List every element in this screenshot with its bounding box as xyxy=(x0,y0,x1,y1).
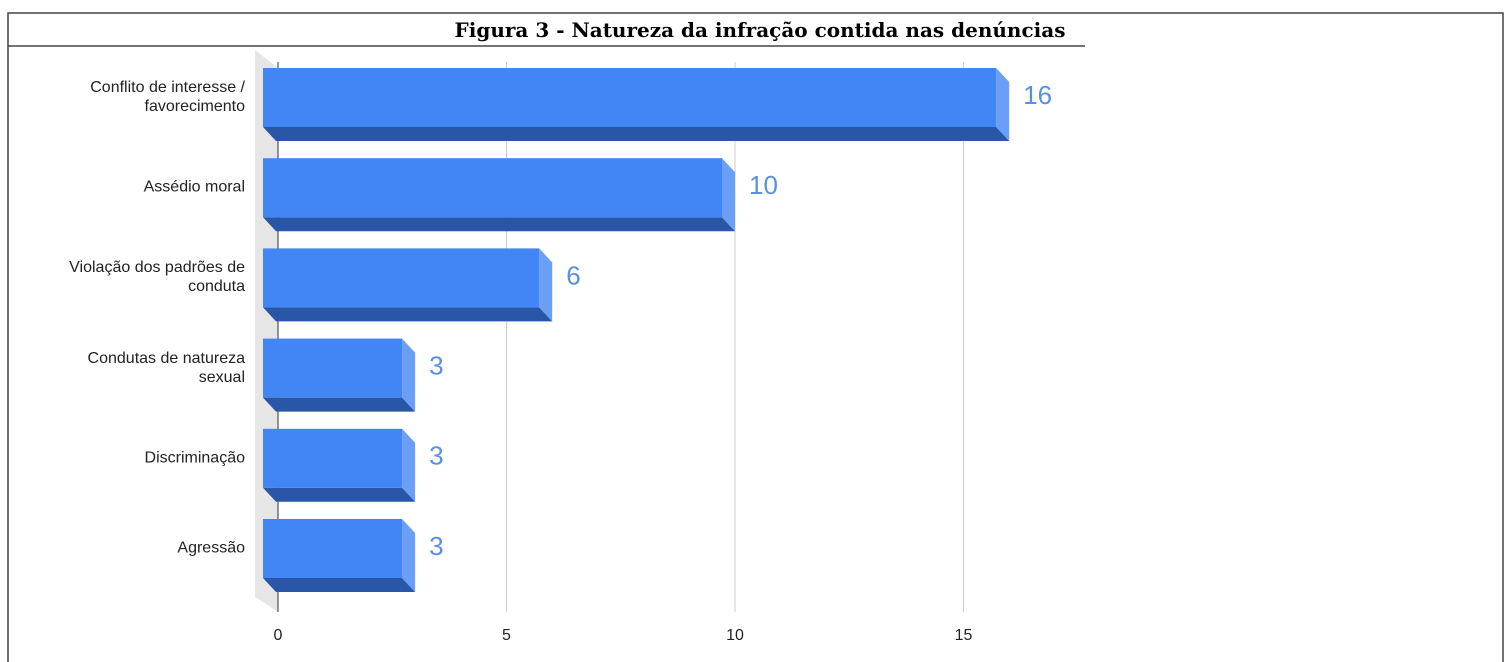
bar-side xyxy=(539,248,553,322)
bar xyxy=(263,158,735,232)
y-tick-label: Agressão xyxy=(177,539,245,557)
bar-front xyxy=(263,519,403,578)
bar-side xyxy=(402,338,416,412)
x-tick-label: 10 xyxy=(726,627,744,644)
bar-front xyxy=(263,338,403,398)
y-tick-label: Condutas de natureza sexual xyxy=(87,349,245,386)
bar-side xyxy=(402,428,416,502)
frame xyxy=(7,12,1504,662)
bar-side xyxy=(996,68,1010,141)
bar-bottom xyxy=(263,397,416,412)
value-label: 3 xyxy=(429,531,443,561)
x-tick-label: 5 xyxy=(502,627,511,644)
bar-front xyxy=(263,158,722,218)
y-tick-label: Discriminação xyxy=(144,449,245,467)
y-tick-label: Conflito de interesse / favorecimento xyxy=(90,79,245,115)
bar xyxy=(263,519,416,592)
bar-bottom xyxy=(263,487,416,502)
bar-bottom xyxy=(263,217,735,232)
bar-side xyxy=(402,519,416,592)
x-tick-label: 15 xyxy=(955,627,973,644)
bar xyxy=(263,338,416,412)
bar-front xyxy=(263,248,540,308)
bar-side xyxy=(722,158,735,232)
value-label: 10 xyxy=(749,170,778,200)
bar-front xyxy=(263,428,403,488)
bar-bottom xyxy=(263,307,553,322)
bar xyxy=(263,68,1010,141)
value-label: 3 xyxy=(429,350,443,380)
bar-bottom xyxy=(263,127,1010,141)
y-tick-label: Violação dos padrões de conduta xyxy=(69,259,245,296)
bar xyxy=(263,248,553,322)
chart-title: Figura 3 - Natureza da infração contida … xyxy=(455,18,1066,42)
value-label: 16 xyxy=(1023,80,1052,110)
bar-front xyxy=(263,68,997,127)
y-tick-label: Assédio moral xyxy=(143,178,245,196)
value-label: 6 xyxy=(566,260,580,290)
bar xyxy=(263,428,416,502)
value-label: 3 xyxy=(429,441,443,471)
x-tick-label: 0 xyxy=(274,627,283,644)
bar-bottom xyxy=(263,578,416,592)
